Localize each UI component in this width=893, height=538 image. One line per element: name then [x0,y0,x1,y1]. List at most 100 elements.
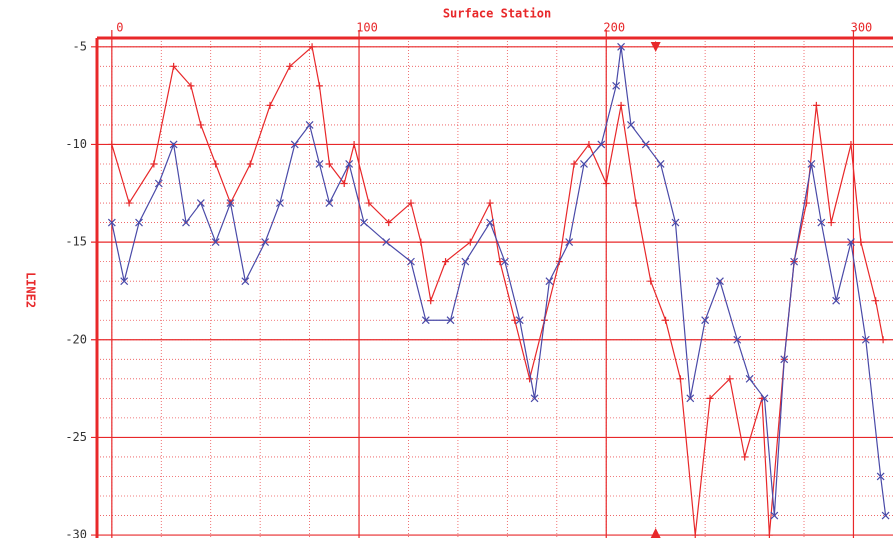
point-marker [701,316,710,325]
x-tick-label: 300 [851,21,873,35]
point-marker [345,160,354,168]
point-marker [807,160,816,168]
point-marker [765,531,773,538]
point-marker [466,238,474,246]
point-marker [716,277,724,286]
point-marker [325,160,333,168]
point-marker [602,180,610,188]
point-marker [881,511,890,520]
point-marker [290,140,299,149]
point-marker [515,316,524,325]
y-tick-label: -20 [65,332,87,346]
y-tick-label: -25 [65,430,87,444]
point-marker [325,199,334,207]
y-tick-label: -10 [65,137,87,151]
point-marker [847,140,855,148]
point-marker [570,160,578,168]
point-marker [745,374,754,383]
point-marker [212,160,220,168]
point-marker [790,257,799,266]
point-marker [461,257,470,266]
point-marker [211,238,220,247]
point-marker [427,297,435,305]
point-marker [154,179,163,188]
point-marker [276,199,284,207]
point-marker [187,82,195,90]
y-tick-label: -15 [65,235,87,249]
point-marker [580,160,588,168]
point-marker [442,258,450,266]
point-marker [780,355,789,364]
point-marker [847,238,855,247]
x-tick-label: 200 [603,21,625,35]
point-marker [526,375,534,383]
series-line [111,45,884,536]
cursor-marker [650,42,661,52]
point-marker [407,199,415,207]
point-marker [125,199,133,207]
point-marker [676,375,684,383]
point-marker [350,140,358,148]
y-tick-label: -5 [73,39,87,53]
point-marker [530,394,539,403]
point-marker [417,238,425,246]
point-marker [385,219,393,227]
point-marker [647,277,655,285]
point-marker [872,297,880,305]
point-marker [196,199,205,207]
point-marker [706,394,714,402]
point-marker [733,335,742,344]
point-marker [861,335,870,344]
point-marker [182,218,190,227]
point-marker [827,219,835,227]
point-marker [197,121,205,129]
point-marker [500,257,509,266]
point-marker [246,160,254,168]
point-marker [545,277,554,286]
point-marker [107,218,116,227]
y-axis-label: LINE2 [24,272,38,308]
point-marker [382,238,391,247]
point-marker [407,257,415,266]
point-marker [641,140,650,149]
point-marker [170,62,178,70]
point-marker [632,199,640,207]
point-marker [226,199,235,207]
point-marker [305,120,314,129]
point-marker [315,82,323,90]
point-marker [656,160,665,168]
point-marker [261,238,270,247]
chart-title: Surface Station [443,7,551,21]
point-marker [597,140,606,149]
point-marker [857,238,865,246]
point-marker [150,160,158,168]
point-marker [617,42,625,51]
point-marker [496,258,504,266]
point-marker [760,394,769,403]
point-marker [286,62,294,70]
x-tick-label: 0 [116,21,123,35]
point-marker [832,296,841,305]
point-marker [266,101,274,109]
point-marker [817,218,826,227]
x-tick-label: 100 [356,21,378,35]
point-marker [241,277,250,286]
point-marker [876,472,885,481]
point-marker [671,218,680,227]
point-marker [612,81,621,90]
point-marker [511,316,519,324]
point-marker [741,453,749,461]
point-marker [565,238,574,247]
point-marker [812,101,820,109]
y-tick-label: -30 [65,528,87,538]
point-marker [315,160,324,168]
point-marker [308,43,316,51]
point-marker [770,511,779,520]
point-marker [617,101,625,109]
point-marker [627,120,635,129]
point-marker [446,316,455,325]
point-marker [340,180,348,188]
point-marker [486,218,494,227]
point-marker [135,218,143,227]
point-marker [108,140,116,148]
